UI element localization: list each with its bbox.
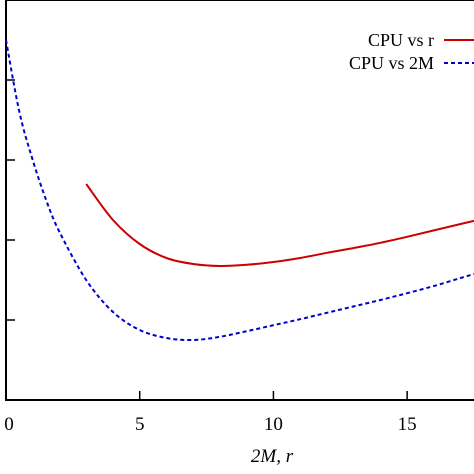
legend-label-series-2: CPU vs 2M	[349, 53, 434, 73]
x-tick-label: 10	[264, 414, 283, 435]
plot-frame	[5, 0, 474, 401]
x-tick-label: 15	[398, 414, 417, 435]
series-line-2	[5, 39, 474, 342]
x-tick-label: 5	[135, 414, 145, 435]
x-tick-label: 0	[4, 414, 14, 435]
legend-label-series-1: CPU vs r	[368, 30, 434, 50]
series-line-1	[85, 183, 474, 268]
legend: CPU vs r CPU vs 2M	[349, 30, 474, 73]
x-axis-title: 2M, r	[251, 446, 294, 467]
